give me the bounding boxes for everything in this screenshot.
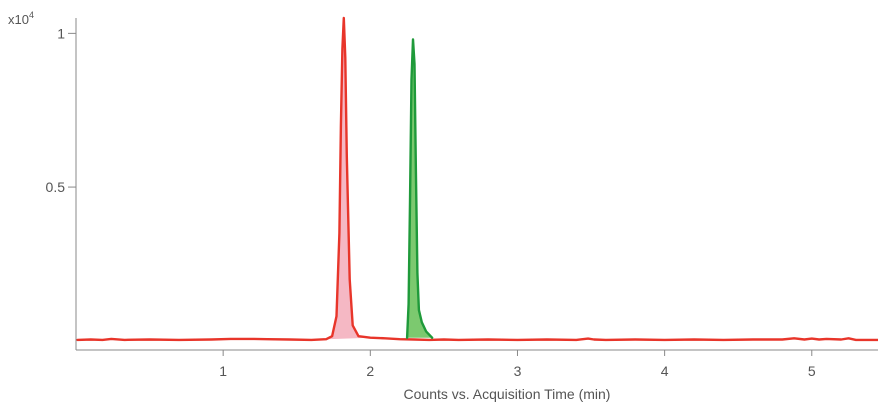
x-tick-label: 5 [808, 363, 816, 379]
axis-ticks: 1 2 3 4 5 0.5 1 [46, 25, 816, 379]
green-series-line [405, 38, 434, 339]
y-tick-label: 0.5 [46, 179, 66, 195]
x-tick-label: 1 [219, 363, 227, 379]
x-tick-label: 4 [661, 363, 669, 379]
red-series-line [76, 16, 878, 342]
series-lines [76, 16, 878, 342]
x-tick-label: 3 [514, 363, 522, 379]
y-tick-label: 1 [57, 25, 65, 41]
red-peak-fill [326, 18, 371, 340]
x-tick-label: 2 [366, 363, 374, 379]
green-peak-fill [407, 39, 433, 338]
axes [75, 18, 878, 351]
y-multiplier-label: x104 [8, 10, 34, 27]
peak-fills [326, 18, 433, 340]
x-axis-title: Counts vs. Acquisition Time (min) [404, 386, 611, 402]
